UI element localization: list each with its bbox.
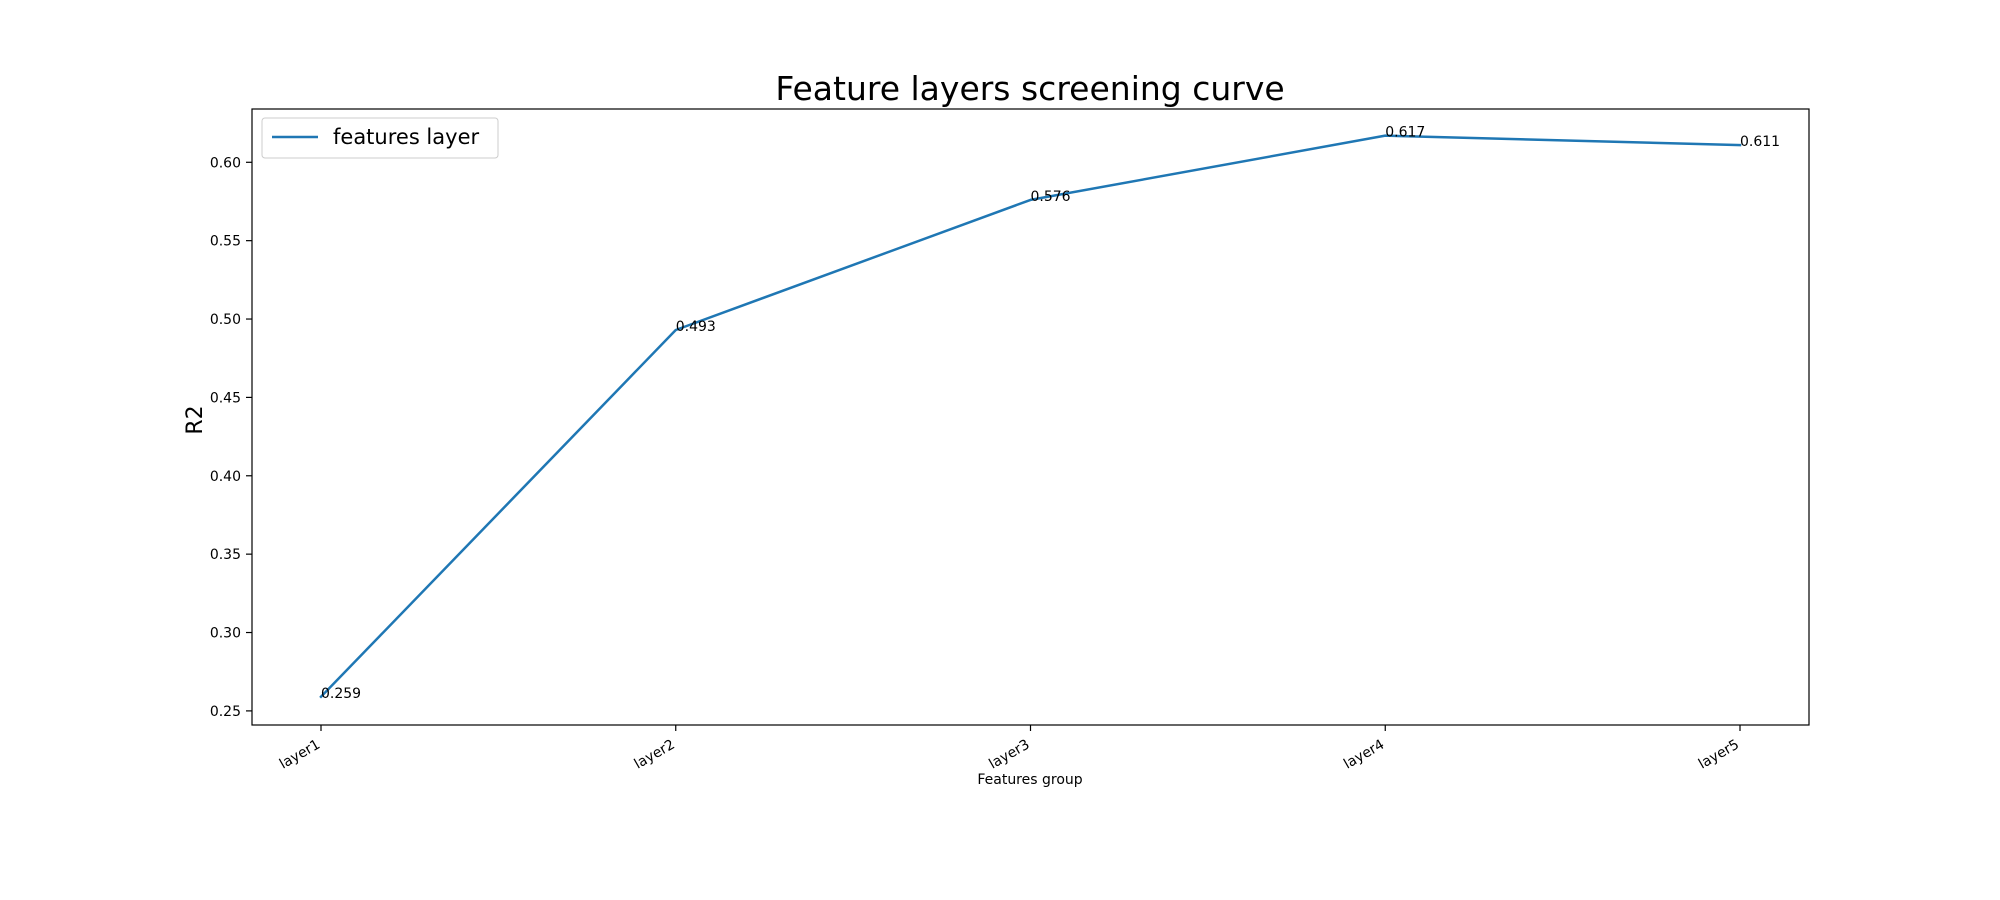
chart-title: Feature layers screening curve (775, 69, 1284, 108)
y-tick-label: 0.55 (210, 234, 241, 250)
legend: features layer (261, 117, 499, 159)
data-label: 0.617 (1385, 125, 1425, 141)
legend-label: features layer (333, 125, 479, 149)
y-tick-label: 0.50 (210, 312, 241, 328)
data-labels: 0.259 0.493 0.576 0.617 0.611 (321, 125, 1780, 702)
y-tick-label: 0.25 (210, 704, 241, 720)
y-tick-label: 0.40 (210, 469, 241, 485)
y-tick-label: 0.45 (210, 390, 241, 406)
y-tick-label: 0.35 (210, 547, 241, 563)
data-label: 0.611 (1740, 134, 1780, 150)
plot-area (319, 134, 1742, 699)
data-label: 0.493 (676, 319, 716, 335)
x-axis-label: Features group (977, 772, 1082, 788)
axes-frame (251, 108, 1810, 726)
y-axis-label: R2 (183, 405, 208, 434)
data-label: 0.576 (1031, 189, 1071, 205)
series-line (319, 134, 1742, 699)
y-tick-label: 0.30 (210, 626, 241, 642)
data-label: 0.259 (321, 686, 361, 702)
legend-box (261, 117, 499, 159)
y-tick-label: 0.60 (210, 155, 241, 171)
